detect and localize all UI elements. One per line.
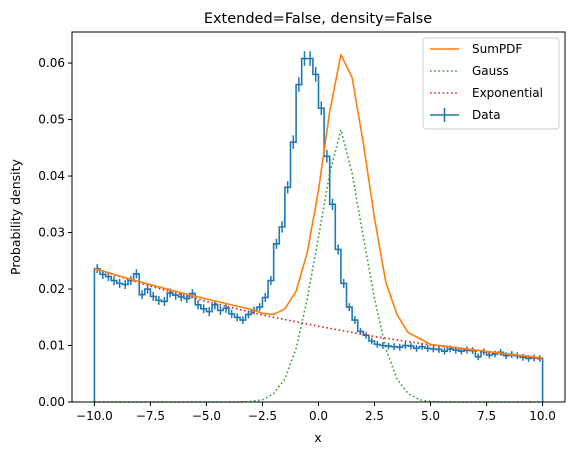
x-tick-label: 7.5 — [477, 409, 496, 423]
x-tick-label: −10.0 — [76, 409, 113, 423]
x-axis-label: x — [314, 430, 321, 445]
legend: SumPDF Gauss Exponential Data — [423, 38, 559, 129]
legend-label-data: Data — [472, 108, 501, 122]
y-tick-label: 0.05 — [38, 113, 65, 127]
x-tick-label: 5.0 — [421, 409, 440, 423]
y-axis-label: Probability density — [8, 158, 23, 274]
legend-label-exponential: Exponential — [472, 86, 543, 100]
legend-label-gauss: Gauss — [472, 64, 509, 78]
y-tick-label: 0.02 — [38, 282, 65, 296]
x-tick-label: −7.5 — [136, 409, 165, 423]
chart-title: Extended=False, density=False — [204, 11, 432, 27]
y-tick-label: 0.00 — [38, 395, 65, 409]
y-tick-label: 0.01 — [38, 339, 65, 353]
x-tick-label: 10.0 — [529, 409, 556, 423]
x-tick-label: −2.5 — [248, 409, 277, 423]
y-tick-label: 0.03 — [38, 226, 65, 240]
y-tick-label: 0.06 — [38, 56, 65, 70]
x-tick-label: 2.5 — [365, 409, 384, 423]
y-tick-label: 0.04 — [38, 169, 65, 183]
legend-label-sumpdf: SumPDF — [472, 42, 522, 56]
x-tick-label: −5.0 — [192, 409, 221, 423]
x-tick-label: 0.0 — [309, 409, 328, 423]
